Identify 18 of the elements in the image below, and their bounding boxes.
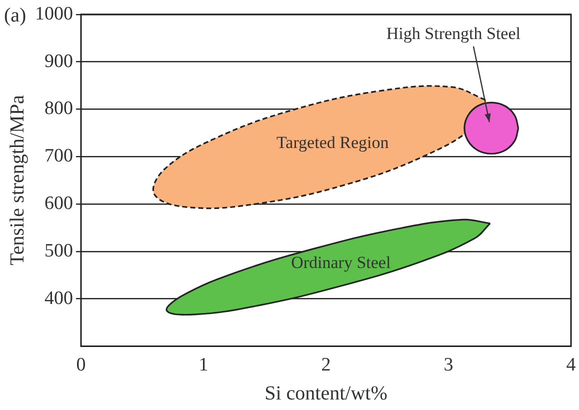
x-tick-label: 0 [76, 354, 86, 376]
text: (a) [4, 4, 26, 26]
y-tick-label: 1000 [35, 3, 73, 24]
x-axis-title: Si content/wt% [264, 382, 388, 404]
y-tick-label: 700 [44, 146, 73, 167]
y-tick-label: 600 [44, 192, 73, 214]
y-tick-label: 400 [44, 288, 73, 309]
y-tick-label: 800 [44, 98, 73, 120]
y-tick-label: 900 [44, 50, 73, 72]
x-tick-label: 1 [198, 354, 208, 376]
x-tick-label: 4 [566, 354, 576, 376]
series-label: Ordinary Steel [291, 253, 391, 272]
y-axis-title: Tensile strength/MPa [6, 95, 28, 266]
y-tick-label: 500 [44, 240, 73, 262]
series-label: Targeted Region [276, 132, 390, 152]
x-tick-label: 2 [321, 354, 331, 376]
text: High Strength Steel [386, 24, 521, 43]
x-tick-label: 3 [444, 354, 454, 376]
